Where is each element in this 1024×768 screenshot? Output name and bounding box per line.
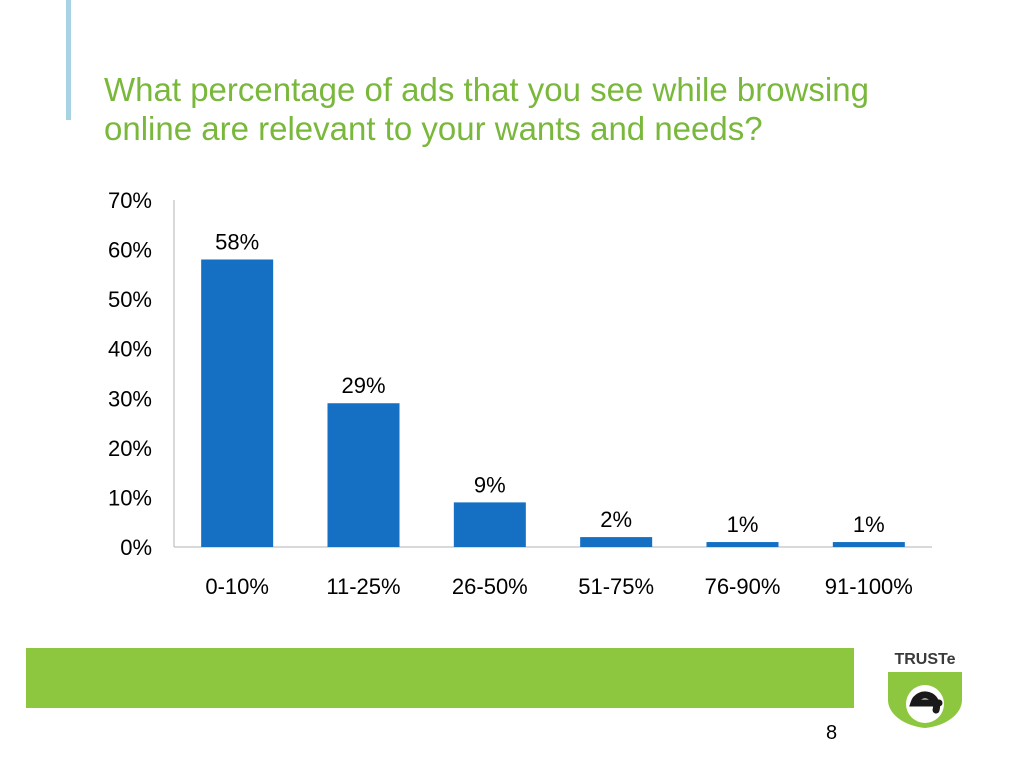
data-label: 2% — [600, 507, 632, 532]
y-tick-label: 50% — [108, 287, 152, 312]
chart-labels: 0% 10% 20% 30% 40% 50% 60% 70% 58% 0-10% 29% 11-25%… — [108, 188, 913, 599]
x-tick-label: 76-90% — [705, 574, 781, 599]
bar — [580, 537, 653, 547]
x-tick-label: 0-10% — [205, 574, 269, 599]
y-tick-label: 0% — [120, 535, 152, 560]
bar-chart: 0% 10% 20% 30% 40% 50% 60% 70% 58% 0-10% 29% 11-25%… — [108, 188, 932, 599]
bar — [706, 542, 779, 547]
x-tick-label: 26-50% — [452, 574, 528, 599]
data-label: 29% — [341, 373, 385, 398]
slide-title: What percentage of ads that you see whil… — [104, 71, 869, 147]
x-tick-label: 51-75% — [578, 574, 654, 599]
data-label: 58% — [215, 229, 259, 254]
x-tick-label: 91-100% — [825, 574, 913, 599]
chart-bars — [201, 259, 905, 547]
title-accent-bar — [66, 0, 71, 120]
data-label: 9% — [474, 472, 506, 497]
chart-axes — [173, 200, 932, 548]
bar — [453, 502, 526, 547]
bar — [201, 259, 274, 547]
data-label: 1% — [727, 512, 759, 537]
logo-text: TRUSTe — [894, 651, 955, 668]
y-tick-label: 30% — [108, 386, 152, 411]
truste-logo: TRUSTe — [888, 651, 962, 728]
y-tick-label: 10% — [108, 485, 152, 510]
y-tick-label: 20% — [108, 436, 152, 461]
bar — [327, 403, 400, 547]
e-letter-icon — [909, 691, 943, 714]
bar — [832, 542, 905, 547]
y-tick-label: 70% — [108, 188, 152, 213]
footer-band — [26, 648, 854, 708]
x-tick-label: 11-25% — [326, 574, 400, 599]
y-tick-label: 40% — [108, 337, 152, 362]
y-tick-label: 60% — [108, 238, 152, 263]
page-number: 8 — [826, 722, 838, 744]
data-label: 1% — [853, 512, 885, 537]
